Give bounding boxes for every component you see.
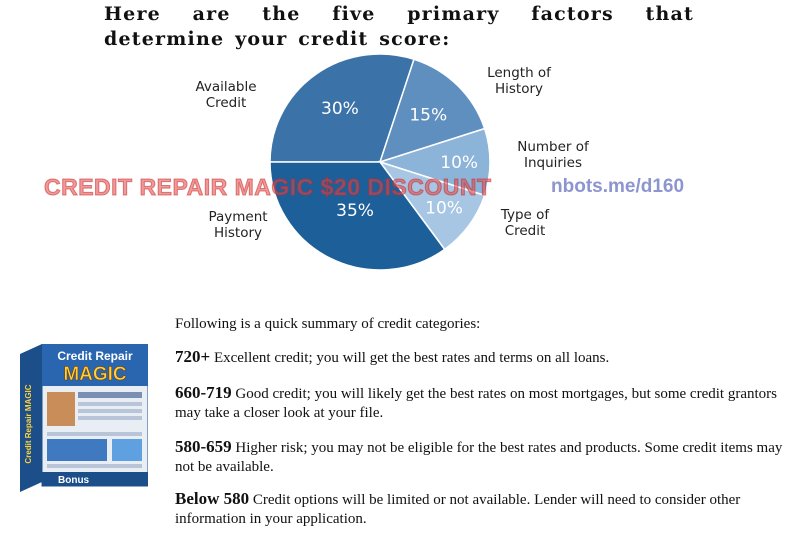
pie-percent-label-available-credit: 30% [321,99,359,119]
product-box-side-text: Credit Repair MAGIC [24,384,33,463]
category-description: Higher risk; you may not be eligible for… [175,440,783,475]
pie-category-label-payment-history: Payment [208,209,267,225]
page-heading: Here are the five primary factors that d… [104,3,694,50]
pie-slice-payment-history [269,161,446,271]
pie-category-label-payment-history: History [214,225,262,241]
product-box-bonus: Bonus [58,475,90,486]
pie-category-label-length-of-history: Length of [487,65,552,81]
category-range: 720+ [175,347,211,366]
pie-category-label-type-of-credit: Credit [505,223,546,239]
pie-category-label-number-of-inquiries: Inquiries [524,155,582,171]
category-580-659: 580-659 Higher risk; you may not be elig… [175,437,785,477]
pie-category-label-available-credit: Credit [206,95,247,111]
pie-category-label-available-credit: Available [195,79,256,95]
pie-percent-label-payment-history: 35% [336,201,374,221]
category-description: Credit options will be limited or not av… [175,492,741,527]
product-box-title-line1: Credit Repair [57,349,133,363]
category-below-580: Below 580 Credit options will be limited… [175,489,785,529]
category-description: Excellent credit; you will get the best … [213,350,610,366]
credit-repair-magic-product-box[interactable]: Credit Repair MAGIC Credit Repair MAGIC … [20,344,148,494]
pie-category-label-number-of-inquiries: Number of [517,139,590,155]
discount-watermark: CREDIT REPAIR MAGIC $20 DISCOUNT [44,174,492,201]
pie-category-label-length-of-history: History [495,81,543,97]
product-box-title-line2: MAGIC [63,364,127,385]
category-720-plus: 720+ Excellent credit; you will get the … [175,347,785,368]
pie-slice-available-credit [269,53,415,163]
category-range: Below 580 [175,489,250,508]
category-range: 580-659 [175,437,232,456]
summary-intro: Following is a quick summary of credit c… [175,316,481,332]
discount-link-watermark[interactable]: nbots.me/d160 [551,176,685,197]
pie-percent-label-number-of-inquiries: 10% [440,153,478,173]
pie-percent-label-type-of-credit: 10% [425,199,463,219]
pie-percent-label-length-of-history: 15% [409,106,447,126]
category-range: 660-719 [175,383,232,402]
pie-category-label-type-of-credit: Type of [500,207,551,223]
category-description: Good credit; you will likely get the bes… [175,386,777,421]
category-660-719: 660-719 Good credit; you will likely get… [175,383,785,423]
